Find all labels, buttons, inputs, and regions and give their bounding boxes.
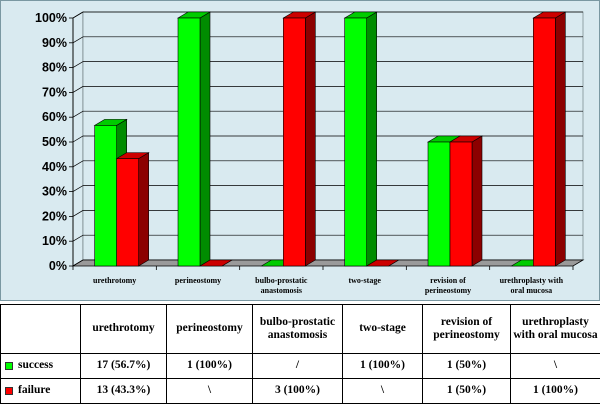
y-tick-label: 90% — [42, 36, 67, 50]
failure-legend-swatch — [5, 386, 13, 395]
data-table: urethrotomy perineostomy bulbo-prostatic… — [0, 304, 600, 404]
bar-failure — [449, 141, 473, 267]
y-gridline — [72, 110, 583, 118]
table-cell: / — [252, 352, 343, 379]
bar-success-side — [199, 11, 211, 267]
y-gridline — [72, 36, 583, 44]
row-label-success: success — [0, 352, 81, 379]
bar-chart-svg: 0% 10% 20% 30% 40% 50% 60% 70% 80% 90% 100% urethro… — [35, 11, 585, 295]
bar-failure — [533, 17, 556, 267]
bar-success — [344, 17, 367, 267]
success-legend-swatch — [5, 361, 13, 370]
y-gridline — [72, 210, 583, 217]
y-tick-label: 100% — [35, 11, 67, 25]
bar-failure — [283, 17, 306, 267]
bar-failure-top — [365, 259, 400, 267]
y-tick-label: 70% — [42, 85, 67, 99]
table-row-success: success 17 (56.7%) 1 (100%) / 1 (100%) 1… — [0, 352, 600, 379]
table-header-cell: perineostomy — [166, 304, 253, 354]
y-tick-label: 0% — [49, 259, 67, 273]
row-label-text: success — [18, 359, 54, 372]
chart-plot-area: 0% 10% 20% 30% 40% 50% 60% 70% 80% 90% 100% urethro… — [0, 0, 600, 301]
table-cell: \ — [510, 352, 600, 379]
x-category-label: perineostomy — [425, 286, 471, 295]
table-cell: 13 (43.3%) — [80, 377, 167, 404]
y-gridline — [72, 86, 583, 93]
table-cell: 3 (100%) — [252, 377, 343, 404]
x-category-label: oral mucosa — [511, 286, 553, 295]
table-header-row: urethrotomy perineostomy bulbo-prostatic… — [0, 304, 600, 354]
y-gridline — [72, 11, 583, 19]
bar-success-side — [366, 11, 377, 267]
table-cell: \ — [166, 377, 253, 404]
y-gridline — [72, 135, 583, 143]
table-header-cell: two-stage — [342, 304, 423, 354]
y-tick-label: 30% — [42, 185, 67, 199]
table-header-cell: urethrotomy — [80, 304, 167, 354]
y-gridline — [72, 160, 583, 168]
table-header-cell: bulbo-prostatic anastomosis — [252, 304, 343, 354]
y-tick-label: 60% — [42, 110, 67, 124]
y-tick-label: 50% — [42, 135, 67, 149]
table-corner-cell — [0, 304, 81, 354]
table-cell: 1 (100%) — [510, 377, 600, 404]
bar-success — [177, 17, 201, 267]
y-tick-label: 10% — [42, 234, 67, 248]
table-cell: 1 (50%) — [422, 377, 511, 404]
x-category-label: urethroplasty with — [500, 276, 564, 285]
y-tick-label: 40% — [42, 160, 67, 174]
table-cell: 17 (56.7%) — [80, 352, 167, 379]
x-category-label: perineostomy — [175, 276, 221, 285]
table-cell: 1 (100%) — [166, 352, 253, 379]
table-header-cell: urethroplasty with oral mucosa — [510, 304, 600, 354]
y-gridline — [72, 234, 583, 242]
bar-failure-side — [138, 152, 149, 267]
y-tick-label: 80% — [42, 61, 67, 75]
chart-floor — [71, 259, 585, 267]
x-category-label: urethrotomy — [93, 276, 136, 285]
row-label-text: failure — [18, 384, 51, 397]
table-row-failure: failure 13 (43.3%) \ 3 (100%) \ 1 (50%) … — [0, 377, 600, 404]
row-label-failure: failure — [0, 377, 81, 404]
bar-failure-side — [471, 135, 483, 267]
x-category-label: two-stage — [348, 276, 381, 285]
bar-failure-top — [198, 259, 234, 267]
bar-failure-side — [305, 11, 316, 267]
bar-success — [427, 141, 451, 267]
y-gridline — [72, 61, 583, 68]
x-category-label: anastomosis — [261, 286, 302, 295]
table-cell: 1 (50%) — [422, 352, 511, 379]
bar-success — [94, 125, 117, 267]
table-cell: \ — [342, 377, 423, 404]
x-category-label: bulbo-prostatic — [255, 276, 308, 285]
table-header-cell: revision of perineostomy — [422, 304, 511, 354]
x-category-label: revision of — [430, 276, 466, 285]
bar-failure — [116, 158, 139, 267]
table-cell: 1 (100%) — [342, 352, 423, 379]
y-gridline — [72, 185, 583, 192]
y-tick-label: 20% — [42, 209, 67, 223]
bar-failure-side — [555, 11, 566, 267]
